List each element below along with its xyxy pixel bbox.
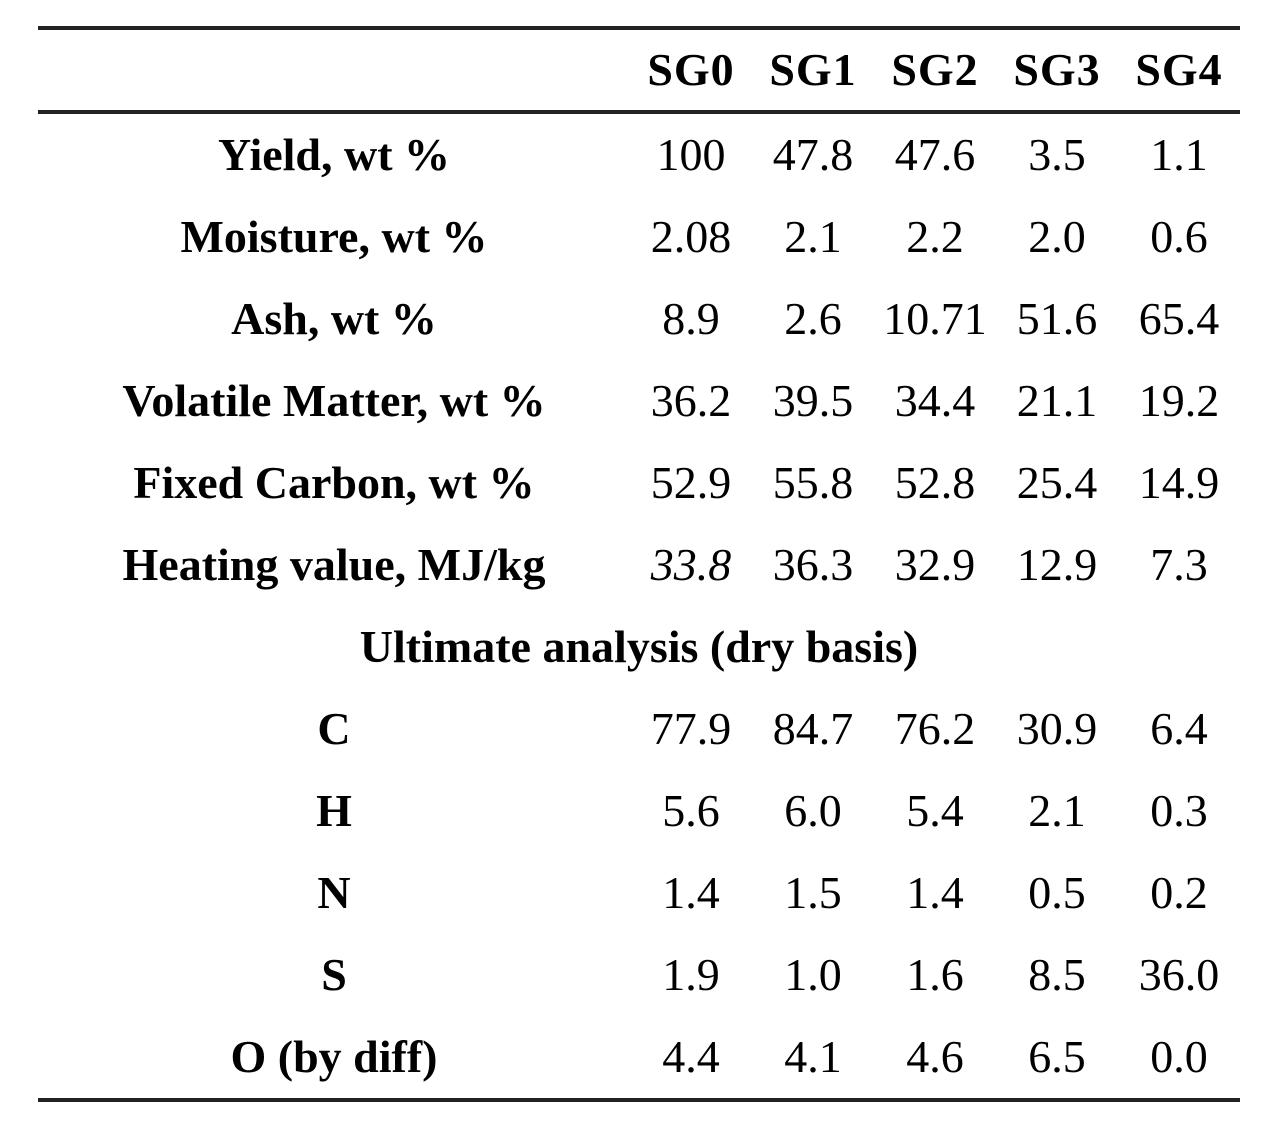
row-label: Moisture, wt % <box>180 211 488 262</box>
cell-value: 2.6 <box>784 293 842 344</box>
cell-value: 84.7 <box>772 703 854 754</box>
column-header-sg2: SG2 <box>891 44 979 95</box>
cell-value: 2.1 <box>784 211 842 262</box>
cell-value: 0.3 <box>1150 785 1208 836</box>
row-label: N <box>317 867 351 918</box>
table-row-carbon: C 77.9 84.7 76.2 30.9 6.4 <box>38 688 1240 770</box>
table-row-oxygen: O (by diff) 4.4 4.1 4.6 6.5 0.0 <box>38 1016 1240 1098</box>
cell-value: 36.0 <box>1138 949 1220 1000</box>
table-header-row: SG0 SG1 SG2 SG3 SG4 <box>38 30 1240 110</box>
cell-value: 1.6 <box>906 949 964 1000</box>
table-row-volatile-matter: Volatile Matter, wt % 36.2 39.5 34.4 21.… <box>38 360 1240 442</box>
cell-value: 5.4 <box>906 785 964 836</box>
row-label: Volatile Matter, wt % <box>122 375 546 426</box>
table-header-rule <box>38 110 1240 114</box>
cell-value: 65.4 <box>1138 293 1220 344</box>
cell-value: 100 <box>656 129 726 180</box>
cell-value-italic: 33.8 <box>650 539 732 590</box>
analysis-table: SG0 SG1 SG2 SG3 SG4 Yield, wt % 100 47.8… <box>38 26 1240 1102</box>
row-label: Fixed Carbon, wt % <box>133 457 535 508</box>
cell-value: 21.1 <box>1016 375 1098 426</box>
cell-value: 36.2 <box>650 375 732 426</box>
table-row-nitrogen: N 1.4 1.5 1.4 0.5 0.2 <box>38 852 1240 934</box>
cell-value: 0.6 <box>1150 211 1208 262</box>
cell-value: 5.6 <box>662 785 720 836</box>
table-top-rule <box>38 26 1240 30</box>
cell-value: 4.6 <box>906 1031 964 1082</box>
cell-value: 6.5 <box>1028 1031 1086 1082</box>
cell-value: 4.1 <box>784 1031 842 1082</box>
cell-value: 1.0 <box>784 949 842 1000</box>
cell-value: 8.5 <box>1028 949 1086 1000</box>
cell-value: 77.9 <box>650 703 732 754</box>
row-label: O (by diff) <box>230 1031 438 1082</box>
table-row-moisture: Moisture, wt % 2.08 2.1 2.2 2.0 0.6 <box>38 196 1240 278</box>
row-label: Ash, wt % <box>231 293 437 344</box>
row-label: S <box>321 949 347 1000</box>
cell-value: 0.2 <box>1150 867 1208 918</box>
section-title: Ultimate analysis (dry basis) <box>359 621 919 672</box>
row-label: Heating value, MJ/kg <box>122 539 546 590</box>
table-row-sulfur: S 1.9 1.0 1.6 8.5 36.0 <box>38 934 1240 1016</box>
cell-value: 6.4 <box>1150 703 1208 754</box>
row-label: H <box>316 785 352 836</box>
cell-value: 12.9 <box>1016 539 1098 590</box>
column-header-sg3: SG3 <box>1013 44 1101 95</box>
cell-value: 8.9 <box>662 293 720 344</box>
cell-value: 1.4 <box>906 867 964 918</box>
cell-value: 76.2 <box>894 703 976 754</box>
cell-value: 39.5 <box>772 375 854 426</box>
cell-value: 25.4 <box>1016 457 1098 508</box>
column-header-sg4: SG4 <box>1135 44 1223 95</box>
table-row-yield: Yield, wt % 100 47.8 47.6 3.5 1.1 <box>38 114 1240 196</box>
column-header-sg1: SG1 <box>769 44 857 95</box>
cell-value: 1.4 <box>662 867 720 918</box>
cell-value: 7.3 <box>1150 539 1208 590</box>
cell-value: 34.4 <box>894 375 976 426</box>
cell-value: 51.6 <box>1016 293 1098 344</box>
cell-value: 14.9 <box>1138 457 1220 508</box>
cell-value: 10.71 <box>883 293 987 344</box>
table-row-hydrogen: H 5.6 6.0 5.4 2.1 0.3 <box>38 770 1240 852</box>
cell-value: 2.1 <box>1028 785 1086 836</box>
cell-value: 0.5 <box>1028 867 1086 918</box>
cell-value: 3.5 <box>1028 129 1086 180</box>
cell-value: 30.9 <box>1016 703 1098 754</box>
section-header-row: Ultimate analysis (dry basis) <box>38 606 1240 688</box>
table-bottom-rule <box>38 1098 1240 1102</box>
cell-value: 52.8 <box>894 457 976 508</box>
cell-value: 47.8 <box>772 129 854 180</box>
column-header-sg0: SG0 <box>647 44 735 95</box>
cell-value: 0.0 <box>1150 1031 1208 1082</box>
table-row-fixed-carbon: Fixed Carbon, wt % 52.9 55.8 52.8 25.4 1… <box>38 442 1240 524</box>
cell-value: 32.9 <box>894 539 976 590</box>
cell-value: 36.3 <box>772 539 854 590</box>
table-row-ash: Ash, wt % 8.9 2.6 10.71 51.6 65.4 <box>38 278 1240 360</box>
cell-value: 4.4 <box>662 1031 720 1082</box>
cell-value: 52.9 <box>650 457 732 508</box>
row-label: C <box>317 703 351 754</box>
cell-value: 6.0 <box>784 785 842 836</box>
cell-value: 47.6 <box>894 129 976 180</box>
table-row-heating-value: Heating value, MJ/kg 33.8 36.3 32.9 12.9… <box>38 524 1240 606</box>
cell-value: 2.0 <box>1028 211 1086 262</box>
cell-value: 1.5 <box>784 867 842 918</box>
cell-value: 1.9 <box>662 949 720 1000</box>
cell-value: 1.1 <box>1150 129 1208 180</box>
cell-value: 19.2 <box>1138 375 1220 426</box>
row-label: Yield, wt % <box>217 129 451 180</box>
cell-value: 2.2 <box>906 211 964 262</box>
cell-value: 2.08 <box>650 211 732 262</box>
cell-value: 55.8 <box>772 457 854 508</box>
